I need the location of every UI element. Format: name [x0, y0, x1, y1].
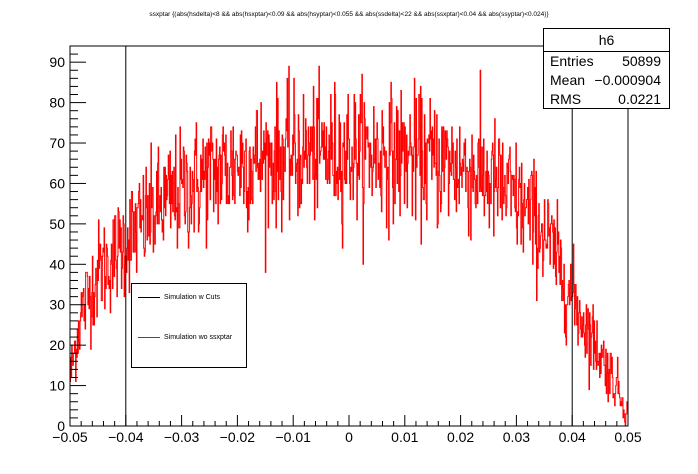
legend-label-wo-ssxptar: Simulation wo ssxptar [164, 334, 233, 341]
legend-swatch-black [138, 297, 160, 298]
x-tick-label: 0.04 [559, 429, 586, 445]
stats-title: h6 [544, 29, 669, 52]
series-line-wo-ssxptar [69, 65, 628, 427]
x-tick-label: 0 [345, 429, 353, 445]
stats-mean-label: Mean [550, 72, 586, 88]
y-tick-label: 60 [49, 175, 65, 191]
stats-rms-value: 0.0221 [618, 91, 661, 107]
y-tick-label: 80 [49, 95, 65, 111]
stats-entries-label: Entries [550, 53, 594, 69]
y-tick-label: 70 [49, 135, 65, 151]
stats-entries-value: 50899 [622, 53, 661, 69]
chart-title: ssxptar {(abs(hsdelta)<8 && abs(hsxptar)… [149, 11, 549, 18]
y-axis: 0 10 20 30 40 50 60 70 80 90 [49, 45, 86, 434]
stats-box: h6 Entries 50899 Mean −0.000904 RMS 0.02… [543, 28, 670, 109]
x-axis: −0.05 −0.04 −0.03 −0.02 −0.01 0 0.01 0.02 0.03 0.… [52, 415, 642, 445]
x-tick-label: 0.03 [503, 429, 530, 445]
y-tick-label: 50 [49, 216, 65, 232]
stats-rms-label: RMS [550, 91, 582, 107]
legend: Simulation w Cuts Simulation wo ssxptar [131, 283, 247, 368]
y-tick-label: 0 [57, 418, 65, 434]
legend-item-wo-ssxptar: Simulation wo ssxptar [138, 334, 232, 341]
y-tick-label: 10 [49, 378, 65, 394]
x-tick-label: −0.04 [108, 429, 144, 445]
stats-row-entries: Entries 50899 [544, 52, 669, 71]
y-tick-label: 30 [49, 297, 65, 313]
red-histogram-series [69, 65, 628, 427]
x-tick-label: −0.03 [164, 429, 200, 445]
x-tick-label: −0.02 [220, 429, 256, 445]
y-tick-label: 90 [49, 54, 65, 70]
legend-swatch-red [138, 337, 160, 338]
y-tick-label: 40 [49, 256, 65, 272]
legend-label-w-cuts: Simulation w Cuts [164, 294, 221, 301]
x-tick-label: 0.01 [391, 429, 418, 445]
stats-mean-value: −0.000904 [594, 72, 661, 88]
stats-row-rms: RMS 0.0221 [544, 90, 669, 109]
y-tick-label: 20 [49, 337, 65, 353]
x-tick-label: −0.05 [52, 429, 88, 445]
x-tick-label: 0.05 [614, 429, 641, 445]
stats-row-mean: Mean −0.000904 [544, 71, 669, 90]
x-tick-label: 0.02 [447, 429, 474, 445]
x-tick-label: −0.01 [275, 429, 311, 445]
legend-item-w-cuts: Simulation w Cuts [138, 294, 220, 301]
